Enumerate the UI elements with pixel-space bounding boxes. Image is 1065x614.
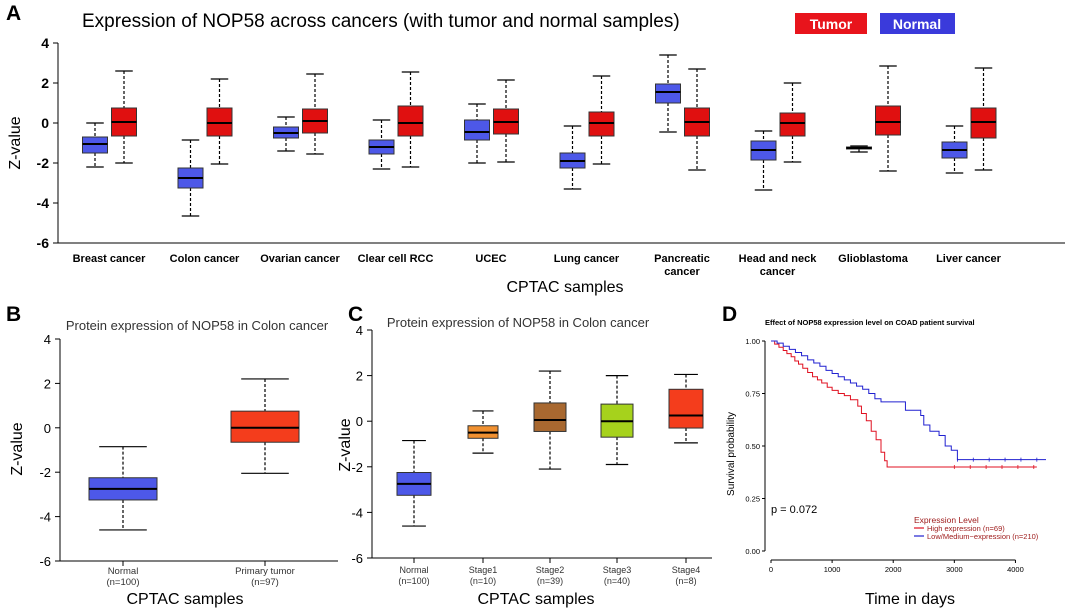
chart-a-category-label-5: Lung cancer bbox=[554, 253, 620, 265]
chart-a-title: Expression of NOP58 across cancers (with… bbox=[82, 11, 680, 32]
chart-d-y-tick-label: 0.50 bbox=[745, 442, 760, 451]
legend-tumor-label: Tumor bbox=[810, 16, 853, 32]
chart-b-y-tick-label: 4 bbox=[44, 332, 51, 347]
chart-b-title: Protein expression of NOP58 in Colon can… bbox=[66, 318, 329, 333]
panel-label-b: B bbox=[6, 303, 22, 326]
chart-a-category-label-1: Colon cancer bbox=[170, 253, 240, 265]
legend-tumor-swatch bbox=[795, 13, 867, 34]
chart-a-ylabel: Z-value bbox=[7, 116, 24, 169]
chart-a-category-label-3: Clear cell RCC bbox=[358, 253, 434, 265]
chart-b-category-label-0: Normal bbox=[108, 566, 139, 577]
chart-a-normal-4-box bbox=[464, 119, 490, 141]
panel-label-d: D bbox=[722, 303, 738, 326]
chart-d-series-line-0 bbox=[771, 340, 1037, 468]
chart-c-box-4-box bbox=[668, 388, 704, 429]
legend-normal-label: Normal bbox=[893, 16, 941, 32]
chart-b-ylabel: Z-value bbox=[9, 422, 26, 475]
chart-b-y-tick-label: -4 bbox=[39, 510, 51, 525]
chart-a-xlabel: CPTAC samples bbox=[506, 279, 623, 296]
chart-d-series-line-1 bbox=[771, 340, 1046, 461]
chart-c-y-tick-label: -2 bbox=[351, 460, 363, 475]
chart-d-x-tick-label: 3000 bbox=[946, 565, 963, 574]
chart-d-x-tick-label: 0 bbox=[769, 565, 773, 574]
chart-b-xlabel: CPTAC samples bbox=[126, 591, 243, 608]
chart-marks: -6 -4 -2 0 2 4 Breast cancer Colon cancer Ovaria… bbox=[37, 35, 1065, 588]
chart-b-y-tick-label: 0 bbox=[44, 421, 51, 436]
chart-b-category-label-0: (n=100) bbox=[106, 577, 139, 588]
chart-d-y-tick-label: 0.25 bbox=[745, 495, 760, 504]
chart-c-y-tick-label: 4 bbox=[356, 323, 363, 338]
chart-a-tumor-7-box bbox=[779, 112, 806, 137]
chart-c-y-tick-label: 0 bbox=[356, 414, 363, 429]
chart-a-category-label-7: Head and neck bbox=[739, 253, 818, 265]
chart-c-category-label-1: (n=10) bbox=[470, 576, 496, 586]
chart-c-category-label-2: Stage2 bbox=[536, 565, 565, 575]
chart-a-category-label-6: Pancreatic bbox=[654, 253, 710, 265]
chart-d-title: Effect of NOP58 expression level on COAD… bbox=[765, 318, 975, 327]
chart-d-x-tick-label: 1000 bbox=[824, 565, 841, 574]
chart-d-y-tick-label: 0.75 bbox=[745, 390, 760, 399]
chart-a-category-label-2: Ovarian cancer bbox=[260, 253, 340, 265]
chart-a-normal-6-box bbox=[655, 83, 681, 104]
chart-d-y-tick-label: 1.00 bbox=[745, 337, 760, 346]
chart-a-y-tick-label: -6 bbox=[37, 235, 50, 251]
chart-c-category-label-4: (n=8) bbox=[675, 576, 696, 586]
chart-b-category-label-1: (n=97) bbox=[251, 577, 279, 588]
chart-c-y-tick-label: 2 bbox=[356, 369, 363, 384]
chart-b-y-tick-label: -2 bbox=[39, 465, 51, 480]
chart-c-title: Protein expression of NOP58 in Colon can… bbox=[387, 315, 650, 330]
chart-a-category-label-8: Glioblastoma bbox=[838, 253, 909, 265]
chart-a-category-label-7: cancer bbox=[760, 266, 796, 278]
chart-b-y-tick-label: 2 bbox=[44, 376, 51, 391]
chart-c-xlabel: CPTAC samples bbox=[477, 591, 594, 608]
chart-a-y-tick-label: 2 bbox=[41, 75, 49, 91]
chart-d-legend-title: Expression Level bbox=[914, 515, 979, 525]
chart-c-category-label-3: (n=40) bbox=[604, 576, 630, 586]
chart-d-x-tick-label: 4000 bbox=[1007, 565, 1024, 574]
chart-c-ylabel: Z-value bbox=[337, 418, 354, 471]
chart-a-category-label-6: cancer bbox=[664, 266, 700, 278]
chart-c-y-tick-label: -6 bbox=[351, 551, 363, 566]
chart-a-category-label-9: Liver cancer bbox=[936, 253, 1002, 265]
chart-c-category-label-2: (n=39) bbox=[537, 576, 563, 586]
chart-c-y-tick-label: -4 bbox=[351, 505, 363, 520]
chart-d-legend-entry-1: Low/Medium−expression (n=210) bbox=[927, 532, 1039, 541]
chart-d-xlabel: Time in days bbox=[865, 591, 955, 608]
chart-d-x-tick-label: 2000 bbox=[885, 565, 902, 574]
chart-a-tumor-3-box bbox=[397, 105, 424, 137]
panel-label-c: C bbox=[348, 303, 364, 326]
chart-d-y-tick-label: 0.00 bbox=[745, 547, 760, 556]
chart-c-box-2-box bbox=[533, 402, 567, 432]
chart-a-tumor-8-box bbox=[875, 105, 901, 136]
chart-a-category-label-0: Breast cancer bbox=[73, 253, 146, 265]
chart-c-category-label-1: Stage1 bbox=[469, 565, 498, 575]
chart-a-y-tick-label: 4 bbox=[41, 35, 49, 51]
chart-c-category-label-0: (n=100) bbox=[398, 576, 429, 586]
chart-d-legend-entry-0: High expression (n=69) bbox=[927, 524, 1005, 533]
chart-a-y-tick-label: -4 bbox=[37, 195, 50, 211]
chart-d-ylabel: Survival probability bbox=[726, 412, 737, 496]
chart-c-category-label-4: Stage4 bbox=[672, 565, 701, 575]
chart-c-category-label-0: Normal bbox=[399, 565, 428, 575]
chart-c-category-label-3: Stage3 bbox=[603, 565, 632, 575]
chart-b-y-tick-label: -6 bbox=[39, 554, 51, 569]
chart-a-y-tick-label: 0 bbox=[41, 115, 49, 131]
chart-a-y-tick-label: -2 bbox=[37, 155, 50, 171]
legend-normal-swatch bbox=[880, 13, 955, 34]
chart-d-pvalue: p = 0.072 bbox=[771, 504, 817, 516]
chart-a-category-label-4: UCEC bbox=[475, 253, 506, 265]
chart-b-category-label-1: Primary tumor bbox=[235, 566, 295, 577]
chart-b-box-1-box bbox=[230, 410, 300, 443]
panel-label-a: A bbox=[6, 2, 22, 25]
